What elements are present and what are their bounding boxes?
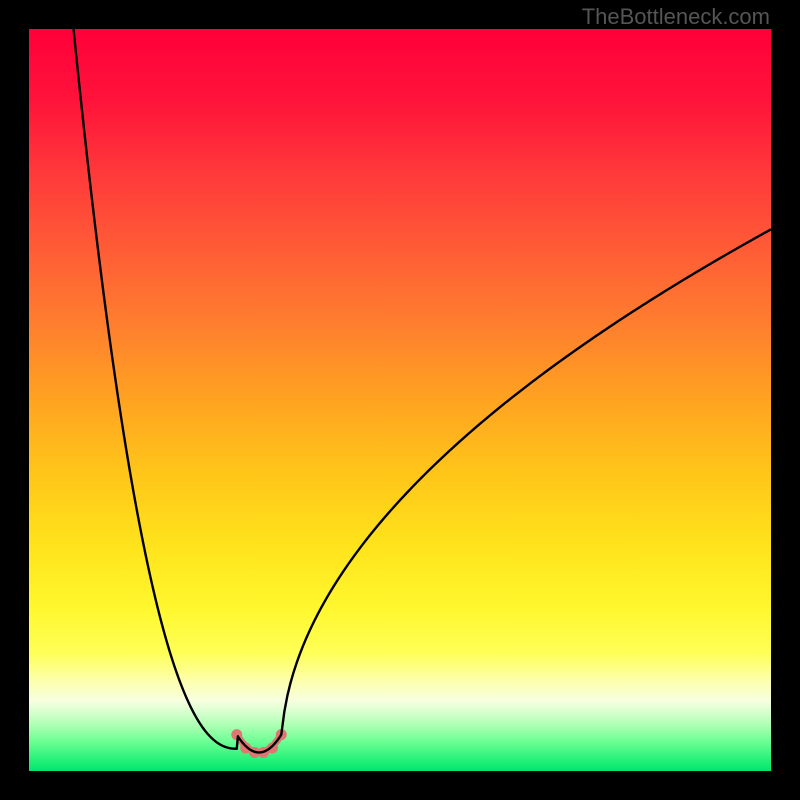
bottleneck-chart [0, 0, 800, 800]
watermark-text: TheBottleneck.com [582, 4, 770, 30]
chart-stage: TheBottleneck.com [0, 0, 800, 800]
plot-background [29, 29, 771, 771]
